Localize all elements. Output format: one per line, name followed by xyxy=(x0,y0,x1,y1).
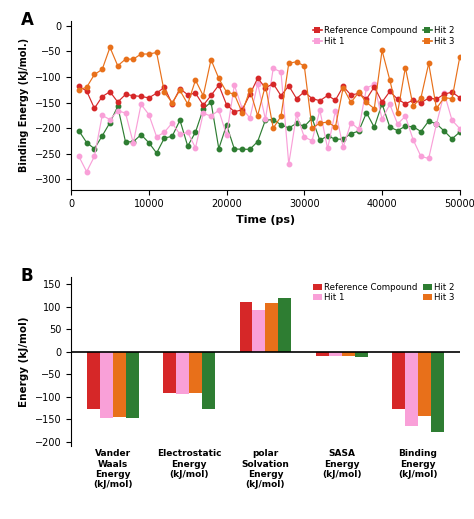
Text: A: A xyxy=(20,10,34,29)
Bar xyxy=(239,302,253,352)
Bar xyxy=(100,352,113,418)
Bar xyxy=(392,352,405,409)
Legend: Reference Compound, Hit 1, Hit 2, Hit 3: Reference Compound, Hit 1, Hit 2, Hit 3 xyxy=(312,25,456,47)
Bar xyxy=(431,352,444,432)
Bar xyxy=(253,310,265,352)
Bar xyxy=(265,303,278,352)
Bar xyxy=(355,352,367,357)
Bar xyxy=(113,352,126,417)
Y-axis label: Binding Energy (kJ/mol.): Binding Energy (kJ/mol.) xyxy=(19,38,29,172)
Bar xyxy=(126,352,139,418)
Bar xyxy=(405,352,418,426)
Bar xyxy=(328,352,342,356)
Bar xyxy=(278,298,292,352)
Bar xyxy=(316,352,328,356)
Bar xyxy=(189,352,202,393)
Text: B: B xyxy=(20,267,33,285)
Bar xyxy=(87,352,100,409)
Bar xyxy=(164,352,176,393)
Bar xyxy=(202,352,215,409)
Bar xyxy=(176,352,189,393)
Bar xyxy=(342,352,355,356)
Bar xyxy=(418,352,431,416)
Y-axis label: Energy (kJ/mol): Energy (kJ/mol) xyxy=(19,317,29,407)
X-axis label: Time (ps): Time (ps) xyxy=(236,215,295,225)
Legend: Reference Compound, Hit 1, Hit 2, Hit 3: Reference Compound, Hit 1, Hit 2, Hit 3 xyxy=(312,282,456,303)
